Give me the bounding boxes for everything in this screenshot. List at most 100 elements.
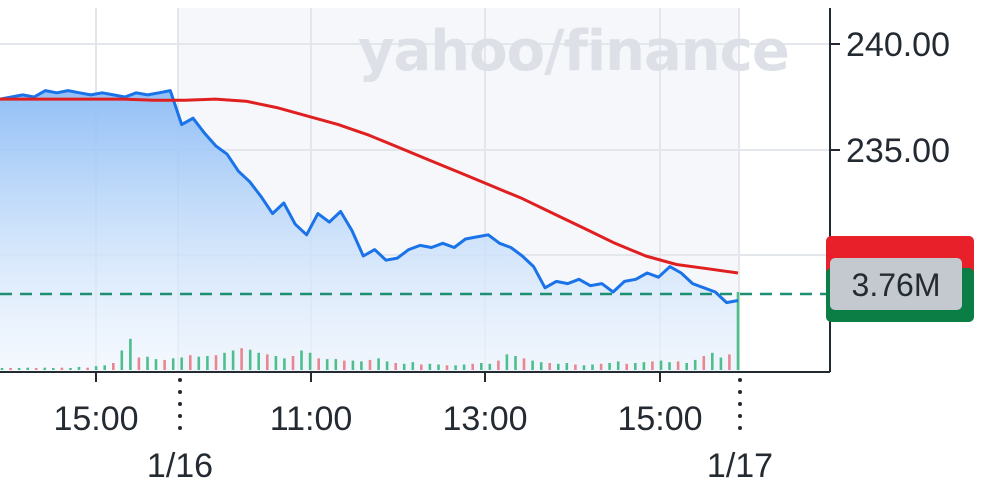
volume-bar	[445, 365, 449, 370]
volume-bar	[668, 362, 671, 370]
volume-bar	[240, 348, 243, 370]
volume-bar	[565, 363, 569, 370]
volume-bar	[728, 354, 731, 370]
volume-bar	[454, 365, 457, 370]
volume-bar	[69, 368, 72, 370]
volume-bar	[103, 365, 106, 370]
volume-bar	[86, 367, 89, 370]
volume-bar	[189, 355, 192, 370]
volume-bar	[274, 356, 278, 370]
volume-bar	[325, 359, 329, 370]
volume-bar	[257, 352, 260, 370]
volume-bar	[129, 338, 132, 370]
day-label-1-17: 1/17	[707, 447, 773, 485]
volume-bar	[0, 368, 4, 370]
volume-bar	[488, 363, 492, 370]
volume-bar	[377, 358, 380, 370]
volume-bar	[206, 356, 209, 370]
volume-bar	[334, 359, 338, 370]
x-tick-label: 15:00	[53, 400, 138, 438]
volume-bar	[137, 357, 141, 370]
x-tick-label: 11:00	[270, 400, 353, 438]
volume-bar	[266, 354, 269, 370]
volume-bar	[522, 358, 526, 370]
volume-bar	[163, 359, 166, 370]
volume-bar	[514, 356, 517, 370]
volume-bar	[582, 365, 586, 370]
volume-bar	[9, 368, 12, 370]
volume-bar	[702, 356, 706, 370]
volume-bar	[608, 363, 611, 370]
volume-bar	[180, 357, 183, 370]
volume-bar	[736, 292, 740, 370]
volume-bar	[676, 361, 680, 370]
volume-bar	[616, 361, 620, 370]
volume-bar	[505, 354, 509, 370]
volume-bar	[437, 364, 440, 370]
y-tick-235: 235.00	[846, 132, 950, 170]
volume-bar	[154, 359, 158, 370]
volume-bar	[394, 363, 397, 370]
x-tick-label: 13:00	[442, 400, 527, 438]
volume-bar	[17, 368, 21, 370]
volume-bar	[300, 350, 303, 370]
volume-bar	[26, 367, 29, 370]
volume-bar	[223, 352, 226, 370]
volume-bar	[420, 364, 423, 370]
volume-bar	[214, 355, 218, 370]
price-area-fill	[0, 90, 738, 372]
volume-bar	[385, 361, 389, 370]
volume-bar	[146, 356, 149, 370]
volume-bar	[591, 364, 594, 370]
volume-bar	[574, 364, 577, 370]
volume-bar	[120, 350, 124, 370]
volume-bar	[711, 352, 714, 370]
volume-bar	[428, 363, 432, 370]
volume-bar	[539, 362, 543, 370]
x-tick-label: 15:00	[617, 400, 702, 438]
volume-bar	[283, 358, 286, 370]
volume-bar	[557, 363, 560, 370]
volume-bar	[308, 352, 312, 370]
volume-bar	[317, 358, 320, 370]
volume-bar	[231, 350, 235, 370]
volume-bar	[360, 361, 363, 370]
volume-bar	[625, 363, 628, 370]
volume-bar	[112, 363, 115, 370]
volume-bar	[599, 363, 603, 370]
volume-bar	[497, 360, 500, 370]
volume-bar	[343, 360, 346, 370]
volume-bar	[94, 366, 98, 370]
volume-bar	[171, 358, 175, 370]
day-separator-dots	[178, 378, 742, 430]
volume-bar	[634, 363, 637, 370]
price-line	[0, 89, 739, 305]
volume-bar	[43, 367, 47, 370]
volume-bar	[77, 366, 81, 370]
volume-badge	[830, 258, 962, 310]
volume-bar	[411, 362, 415, 370]
x-tick-marks	[95, 372, 661, 382]
volume-bar	[719, 357, 723, 370]
volume-bar	[60, 367, 64, 370]
volume-bar	[248, 349, 252, 370]
volume-bar	[197, 356, 201, 370]
volume-bar	[659, 360, 663, 370]
day-label-1-16: 1/16	[147, 447, 213, 485]
volume-bar	[34, 368, 38, 370]
volume-bar	[480, 363, 483, 370]
volume-bar	[685, 363, 688, 370]
volume-bar	[462, 364, 466, 370]
volume-bar	[548, 363, 551, 370]
y-tick-240: 240.00	[846, 26, 950, 64]
volume-bars	[0, 292, 740, 370]
volume-bar	[693, 359, 697, 370]
volume-bar	[402, 363, 406, 370]
volume-bar	[642, 362, 646, 370]
volume-bar	[651, 361, 654, 370]
volume-badge-label: 3.76M	[852, 267, 941, 303]
volume-bar	[52, 368, 55, 370]
volume-bar	[351, 360, 355, 370]
volume-bar	[291, 356, 295, 370]
